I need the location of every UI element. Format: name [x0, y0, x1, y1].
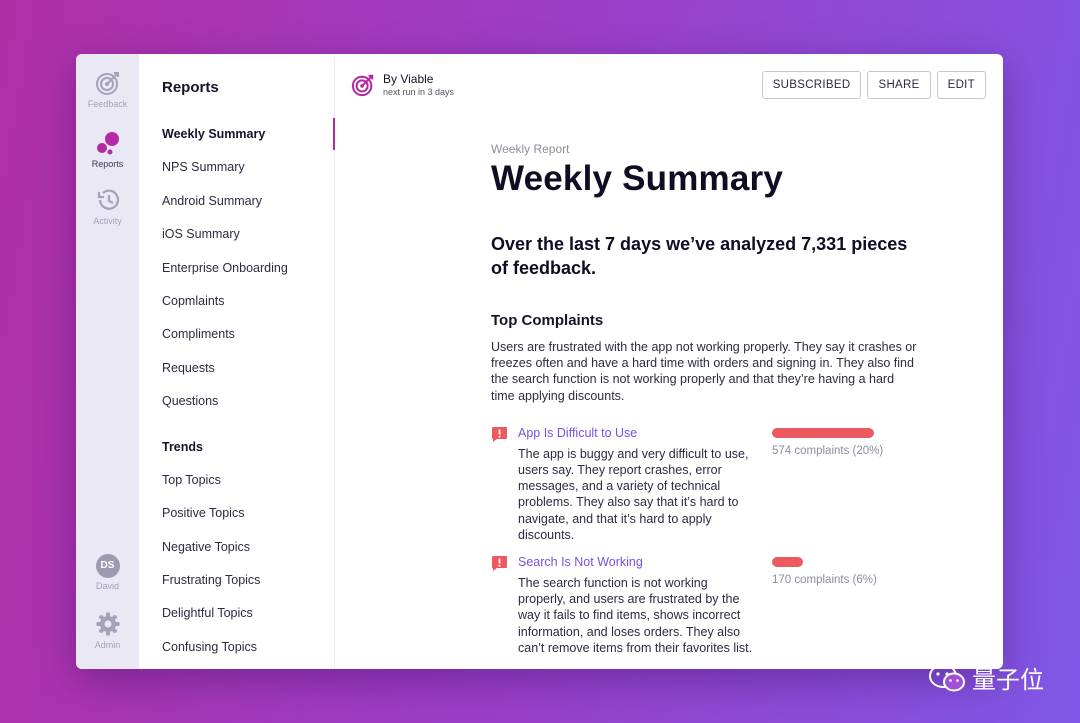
nav-item-complaints[interactable]: Copmlaints [162, 293, 225, 308]
watermark-text: 量子位 [972, 666, 1044, 694]
rail-user[interactable]: DS David [76, 554, 139, 591]
nav-item-requests[interactable]: Requests [162, 360, 215, 375]
nav-item-enterprise-onboarding[interactable]: Enterprise Onboarding [162, 260, 288, 275]
subscribed-button[interactable]: SUBSCRIBED [761, 71, 862, 99]
nav-item-android-summary[interactable]: Android Summary [162, 193, 263, 208]
report-eyebrow: Weekly Report [491, 142, 570, 156]
report-content: Weekly Report Weekly Summary Over the la… [491, 142, 921, 656]
share-button[interactable]: SHARE [867, 71, 931, 99]
app-window: Feedback Reports Activity DS David [76, 54, 1003, 669]
nav-item-nps-summary[interactable]: NPS Summary [162, 160, 245, 175]
owner-name: By Viable [383, 72, 434, 86]
complaint-description: The search function is not working prope… [518, 576, 753, 655]
complaint-item: App Is Difficult to Use The app is buggy… [491, 426, 921, 543]
report-owner: By Viable next run in 3 days [351, 72, 454, 97]
nav-item-weekly-summary[interactable]: Weekly Summary [162, 127, 266, 141]
complaint-bar [772, 427, 874, 438]
report-lead: Over the last 7 days we’ve analyzed 7,33… [491, 234, 908, 278]
wechat-icon [929, 663, 965, 691]
nav-item-negative-topics[interactable]: Negative Topics [162, 539, 251, 554]
reports-nav: Reports Weekly Summary NPS Summary Andro… [139, 54, 335, 669]
complaint-count: 574 complaints (20%) [772, 444, 884, 457]
next-run: next run in 3 days [383, 87, 455, 97]
complaint-bar-track [772, 427, 922, 438]
owner-text: By Viable next run in 3 days [383, 72, 454, 97]
rail-reports[interactable]: Reports [76, 130, 139, 169]
target-icon [95, 72, 119, 95]
complaint-title[interactable]: Search Is Not Working [518, 555, 643, 570]
page-title: Weekly Summary [491, 159, 784, 198]
nav-item-confusing-topics[interactable]: Confusing Topics [162, 639, 257, 654]
complaint-title[interactable]: App Is Difficult to Use [518, 425, 638, 440]
section-title: Top Complaints [491, 312, 604, 329]
icon-rail: Feedback Reports Activity DS David [76, 54, 139, 669]
nav-item-top-topics[interactable]: Top Topics [162, 472, 221, 487]
complaint-item: Search Is Not Working The search functio… [491, 555, 921, 656]
nav-list: Weekly Summary NPS Summary Android Summa… [162, 124, 288, 669]
complaint-metric: 574 complaints (20%) [772, 427, 922, 457]
complaint-metric: 170 complaints (6%) [772, 557, 922, 586]
complaint-count: 170 complaints (6%) [772, 574, 877, 587]
report-actions: SUBSCRIBED SHARE EDIT [761, 71, 986, 99]
edit-button[interactable]: EDIT [936, 71, 986, 99]
nav-item-positive-topics[interactable]: Positive Topics [162, 506, 245, 521]
complaint-bar [772, 557, 803, 568]
complaint-bar-track [772, 557, 922, 568]
nav-section-trends: Trends [162, 439, 203, 454]
rail-feedback[interactable]: Feedback [76, 70, 139, 109]
rail-admin-label: Admin [94, 640, 121, 650]
rail-admin[interactable]: Admin [76, 611, 139, 650]
avatar: DS [95, 554, 120, 578]
rail-feedback-label: Feedback [87, 99, 128, 109]
nav-item-ios-summary[interactable]: iOS Summary [162, 227, 240, 242]
rail-user-label: David [95, 581, 119, 591]
watermark: 量子位 [928, 660, 1044, 695]
history-icon [97, 189, 119, 210]
complaint-description: The app is buggy and very difficult to u… [518, 446, 749, 542]
nav-item-questions[interactable]: Questions [162, 394, 219, 409]
active-indicator [333, 118, 335, 150]
alert-icon [492, 556, 507, 572]
main-panel: By Viable next run in 3 days SUBSCRIBED … [335, 54, 1003, 669]
alert-icon [492, 426, 507, 442]
section-text: Users are frustrated with the app not wo… [491, 340, 917, 403]
nav-item-frustrating-topics[interactable]: Frustrating Topics [162, 573, 261, 588]
bubbles-icon [96, 132, 119, 155]
nav-item-compliments[interactable]: Compliments [162, 327, 235, 342]
rail-activity[interactable]: Activity [76, 187, 139, 226]
gear-icon [96, 612, 119, 636]
nav-title: Reports [162, 79, 219, 96]
nav-item-delightful-topics[interactable]: Delightful Topics [162, 606, 253, 621]
rail-reports-label: Reports [91, 159, 124, 169]
rail-activity-label: Activity [93, 216, 122, 226]
viable-logo-icon [351, 74, 374, 96]
